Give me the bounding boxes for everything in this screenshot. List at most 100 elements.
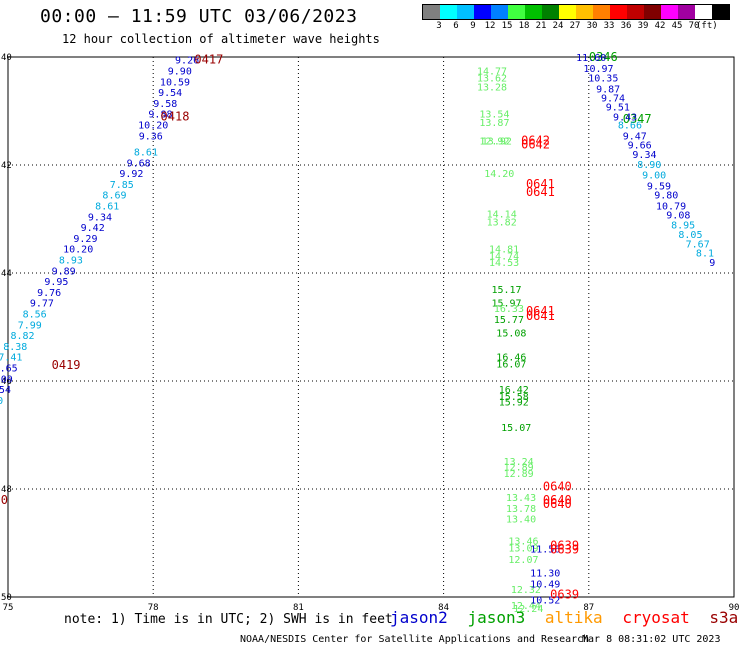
wave-height-label: 14.20	[484, 169, 514, 180]
legend-cryosat: cryosat	[622, 608, 690, 627]
wave-height-label: 9.34	[632, 150, 656, 161]
color-scale-tick: 27	[569, 21, 581, 31]
wave-height-label: 9.77	[30, 299, 54, 310]
color-swatch	[508, 5, 525, 19]
wave-height-label: 10.35	[588, 74, 618, 85]
pass-time-label: 0641	[526, 309, 555, 323]
wave-height-label: 9.08	[666, 211, 690, 222]
y-tick-label: 42	[1, 161, 12, 171]
wave-height-label: 8.82	[10, 331, 34, 342]
color-scale-tick: 30	[586, 21, 598, 31]
plot-frame	[7, 56, 735, 598]
x-tick-label: 84	[438, 603, 449, 613]
pass-time-label: 0417	[194, 53, 223, 67]
wave-height-label: 7.85	[110, 180, 134, 191]
pass-time-label: 0640	[543, 479, 572, 493]
wave-height-label: 16.33	[494, 304, 524, 315]
wave-height-label: 12.32	[511, 585, 541, 596]
x-tick-label: 78	[148, 603, 159, 613]
color-scale-tick: 42	[654, 21, 666, 31]
wave-height-label: 11.60	[576, 53, 606, 64]
wave-height-label: 12.89	[504, 469, 534, 480]
wave-height-label: 11.30	[530, 569, 560, 580]
legend-altika: altika	[544, 608, 603, 627]
wave-height-label: 10.97	[583, 64, 613, 75]
legend-jason3: jason3	[467, 608, 526, 627]
x-tick-label: 87	[583, 603, 594, 613]
color-swatch	[712, 5, 729, 19]
wave-height-label: 9.43	[613, 112, 637, 123]
color-scale-tick: 21	[535, 21, 547, 31]
wave-height-label: 13.28	[477, 83, 507, 94]
color-scale-tick: 70	[688, 21, 700, 31]
plot-note: note: 1) Time is in UTC; 2) SWH is in fe…	[64, 612, 393, 627]
wave-height-label: 16.46	[496, 353, 526, 364]
wave-height-label: 13.54	[479, 110, 509, 121]
wave-height-label: 9.68	[127, 158, 151, 169]
wave-height-label: 11.56	[530, 544, 560, 555]
color-scale-tick: 36	[620, 21, 632, 31]
wave-height-label: 10.52	[530, 596, 560, 607]
color-scale-bar	[422, 4, 730, 20]
wave-height-label: 12.92	[479, 137, 509, 148]
color-swatch	[457, 5, 474, 19]
x-tick-label: 75	[3, 603, 14, 613]
y-tick-label: 44	[1, 269, 12, 279]
wave-height-label: 8.69	[102, 191, 126, 202]
wave-height-label: 16.07	[496, 360, 526, 371]
wave-height-label: 8.95	[671, 220, 695, 231]
wave-height-label: 9.34	[88, 212, 112, 223]
wave-height-label: 9.58	[153, 99, 177, 110]
wave-height-label: 15.77	[494, 315, 524, 326]
pass-time-label: 0641	[526, 177, 555, 191]
color-scale-tick: 9	[470, 21, 476, 31]
wave-height-label: 13.62	[477, 74, 507, 85]
wave-height-label: 9.76	[37, 288, 61, 299]
wave-height-label: 15.58	[499, 392, 529, 403]
wave-height-label: 9.66	[628, 140, 652, 151]
pass-time-label: 0418	[161, 109, 190, 123]
wave-height-label: 9.29	[73, 234, 97, 245]
color-scale-tick: 3	[436, 21, 442, 31]
pass-time-label: 0640	[543, 497, 572, 511]
wave-height-label: 13.43	[506, 493, 536, 504]
pass-time-label: 0641	[526, 185, 555, 199]
wave-height-label: 13.78	[506, 504, 536, 515]
wave-height-label: 9.54	[158, 88, 182, 99]
wave-height-label: 7.41	[0, 353, 22, 364]
pass-time-label: 0642	[521, 134, 550, 148]
color-scale-unit: (ft)	[696, 21, 718, 31]
wave-height-label: 8.61	[134, 148, 158, 159]
wave-height-label: 10.20	[138, 121, 168, 132]
color-swatch	[695, 5, 712, 19]
color-swatch	[593, 5, 610, 19]
color-swatch	[576, 5, 593, 19]
color-scale-labels: 3 6 9 12 15 18 21 24 27 30 33 36 39 42 45 70	[422, 21, 740, 33]
wave-height-label: 9.80	[654, 191, 678, 202]
wave-height-label: 9.92	[119, 169, 143, 180]
wave-height-label: 13.24	[504, 457, 534, 468]
color-swatch	[644, 5, 661, 19]
pass-time-label: 0346	[589, 50, 618, 64]
legend-jason2: jason2	[390, 608, 448, 627]
wave-height-label: 8.93	[59, 256, 83, 267]
color-scale-tick: 12	[484, 21, 496, 31]
pass-time-label: 0419	[52, 358, 81, 372]
wave-height-label: 9.87	[596, 84, 620, 95]
wave-height-label: 8.1	[696, 248, 714, 259]
wave-height-label: 9.89	[52, 266, 76, 277]
color-swatch	[542, 5, 559, 19]
wave-height-label: 15.92	[499, 398, 529, 409]
wave-height-label: 8.56	[23, 310, 47, 321]
wave-height-label: 9.47	[623, 131, 647, 142]
color-scale-tick: 39	[637, 21, 649, 31]
footer-timestamp: Mar 8 08:31:02 UTC 2023	[582, 634, 721, 645]
wave-height-label: 12.07	[508, 555, 538, 566]
wave-height-label: 13.82	[487, 218, 517, 229]
color-swatch	[491, 5, 508, 19]
y-tick-label: 50	[1, 593, 12, 603]
wave-height-label: 12.44	[511, 601, 541, 612]
color-scale-tick: 33	[603, 21, 615, 31]
color-swatch	[474, 5, 491, 19]
page-title: 00:00 – 11:59 UTC 03/06/2023	[40, 6, 358, 27]
